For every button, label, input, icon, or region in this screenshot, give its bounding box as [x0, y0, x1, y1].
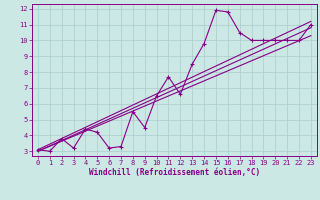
X-axis label: Windchill (Refroidissement éolien,°C): Windchill (Refroidissement éolien,°C) [89, 168, 260, 177]
